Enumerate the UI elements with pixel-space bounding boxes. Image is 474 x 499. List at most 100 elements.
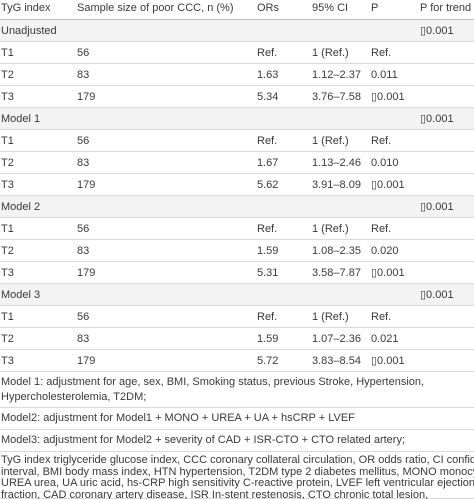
group-row: Model 2 ▯0.001 — [0, 196, 474, 218]
data-cell: 56 — [77, 311, 90, 323]
data-cell: T3 — [1, 179, 14, 191]
data-cell: 179 — [77, 267, 96, 279]
data-cell: 3.58–7.87 — [312, 267, 361, 279]
data-cell: Ref. — [371, 311, 392, 323]
data-cell: 1.67 — [257, 157, 279, 169]
data-cell: T3 — [1, 91, 14, 103]
data-cell: 1.12–2.37 — [312, 69, 361, 81]
data-cell: Ref. — [257, 135, 278, 147]
footnote-line: Model2: adjustment for Model1 + MONO + U… — [1, 412, 355, 424]
footnote-line: UREA urea, UA uric acid, hs-CRP high sen… — [1, 478, 474, 489]
group-label: Model 1 — [1, 113, 41, 125]
data-row: T1 56 Ref. 1 (Ref.) Ref. — [0, 42, 474, 64]
data-cell: 1.63 — [257, 69, 279, 81]
data-cell: 5.31 — [257, 267, 279, 279]
data-cell: 1.59 — [257, 333, 279, 345]
p-trend: ▯0.001 — [420, 113, 454, 125]
group-label: Model 2 — [1, 201, 41, 213]
data-cell: 5.72 — [257, 355, 279, 367]
data-cell: 1 (Ref.) — [312, 135, 349, 147]
p-trend: ▯0.001 — [420, 289, 454, 301]
group-row: Model 1 ▯0.001 — [0, 108, 474, 130]
data-row: T3 179 5.62 3.91–8.09 ▯0.001 — [0, 174, 474, 196]
data-row: T1 56 Ref. 1 (Ref.) Ref. — [0, 218, 474, 240]
footnote-line: Hypercholesterolemia, T2DM; — [1, 391, 147, 403]
header-cell: 95% CI — [312, 2, 349, 14]
group-label: Unadjusted — [1, 25, 57, 37]
data-cell: 1.08–2.35 — [312, 245, 361, 257]
header-cell: Sample size of poor CCC, n (%) — [77, 2, 234, 14]
data-cell: ▯0.001 — [371, 179, 405, 191]
footnote: Model 1: adjustment for age, sex, BMI, S… — [0, 372, 474, 408]
header-cell: P for trend — [420, 2, 472, 14]
data-cell: 56 — [77, 223, 90, 235]
group-label: Model 3 — [1, 289, 41, 301]
data-cell: 83 — [77, 157, 90, 169]
data-cell: T1 — [1, 135, 14, 147]
data-cell: 1 (Ref.) — [312, 311, 349, 323]
data-cell: T2 — [1, 333, 14, 345]
data-cell: T1 — [1, 47, 14, 59]
data-cell: 1 (Ref.) — [312, 223, 349, 235]
data-row: T1 56 Ref. 1 (Ref.) Ref. — [0, 306, 474, 328]
data-cell: T3 — [1, 355, 14, 367]
data-cell: T2 — [1, 69, 14, 81]
data-cell: Ref. — [257, 311, 278, 323]
data-row: T1 56 Ref. 1 (Ref.) Ref. — [0, 130, 474, 152]
data-cell: Ref. — [371, 135, 392, 147]
data-cell: 83 — [77, 245, 90, 257]
data-cell: 5.62 — [257, 179, 279, 191]
data-cell: 0.020 — [371, 245, 399, 257]
footnote: TyG index triglyceride glucose index, CC… — [0, 452, 474, 499]
p-trend: ▯0.001 — [420, 25, 454, 37]
data-cell: 83 — [77, 69, 90, 81]
data-cell: 179 — [77, 179, 96, 191]
group-row: Model 3 ▯0.001 — [0, 284, 474, 306]
p-trend: ▯0.001 — [420, 201, 454, 213]
header-cell: P — [371, 2, 379, 14]
footnote-line: fraction, CAD coronary artery disease, I… — [1, 489, 429, 499]
footnote-line: Model3: adjustment for Model2 + severity… — [1, 434, 406, 446]
header-cell: ORs — [257, 2, 279, 14]
header-cell: TyG index — [1, 2, 51, 14]
data-row: T3 179 5.31 3.58–7.87 ▯0.001 — [0, 262, 474, 284]
group-row: Unadjusted ▯0.001 — [0, 20, 474, 42]
data-cell: Ref. — [371, 223, 392, 235]
data-row: T2 83 1.67 1.13–2.46 0.010 — [0, 152, 474, 174]
data-cell: 3.83–8.54 — [312, 355, 361, 367]
footnote: Model2: adjustment for Model1 + MONO + U… — [0, 408, 474, 430]
data-cell: 5.34 — [257, 91, 279, 103]
footnote-line: Model 1: adjustment for age, sex, BMI, S… — [1, 376, 425, 388]
data-cell: T3 — [1, 267, 14, 279]
footnote-line: interval, BMI body mass index, HTN hyper… — [1, 466, 474, 478]
data-cell: 83 — [77, 333, 90, 345]
data-cell: 1.07–2.36 — [312, 333, 361, 345]
data-cell: ▯0.001 — [371, 91, 405, 103]
data-cell: Ref. — [371, 47, 392, 59]
data-cell: 179 — [77, 91, 96, 103]
data-cell: 1.59 — [257, 245, 279, 257]
data-row: T2 83 1.63 1.12–2.37 0.011 — [0, 64, 474, 86]
data-cell: T2 — [1, 245, 14, 257]
data-cell: T2 — [1, 157, 14, 169]
data-cell: 3.91–8.09 — [312, 179, 361, 191]
data-cell: 0.021 — [371, 333, 399, 345]
data-cell: 56 — [77, 135, 90, 147]
data-cell: ▯0.001 — [371, 267, 405, 279]
data-cell: Ref. — [257, 47, 278, 59]
data-row: T3 179 5.72 3.83–8.54 ▯0.001 — [0, 350, 474, 372]
data-cell: T1 — [1, 223, 14, 235]
data-row: T2 83 1.59 1.08–2.35 0.020 — [0, 240, 474, 262]
data-cell: 0.010 — [371, 157, 399, 169]
data-row: T2 83 1.59 1.07–2.36 0.021 — [0, 328, 474, 350]
data-cell: 1.13–2.46 — [312, 157, 361, 169]
footnote: Model3: adjustment for Model2 + severity… — [0, 430, 474, 452]
data-cell: 179 — [77, 355, 96, 367]
data-cell: Ref. — [257, 223, 278, 235]
data-cell: 1 (Ref.) — [312, 47, 349, 59]
data-row: T3 179 5.34 3.76–7.58 ▯0.001 — [0, 86, 474, 108]
data-cell: ▯0.001 — [371, 355, 405, 367]
data-cell: 56 — [77, 47, 90, 59]
